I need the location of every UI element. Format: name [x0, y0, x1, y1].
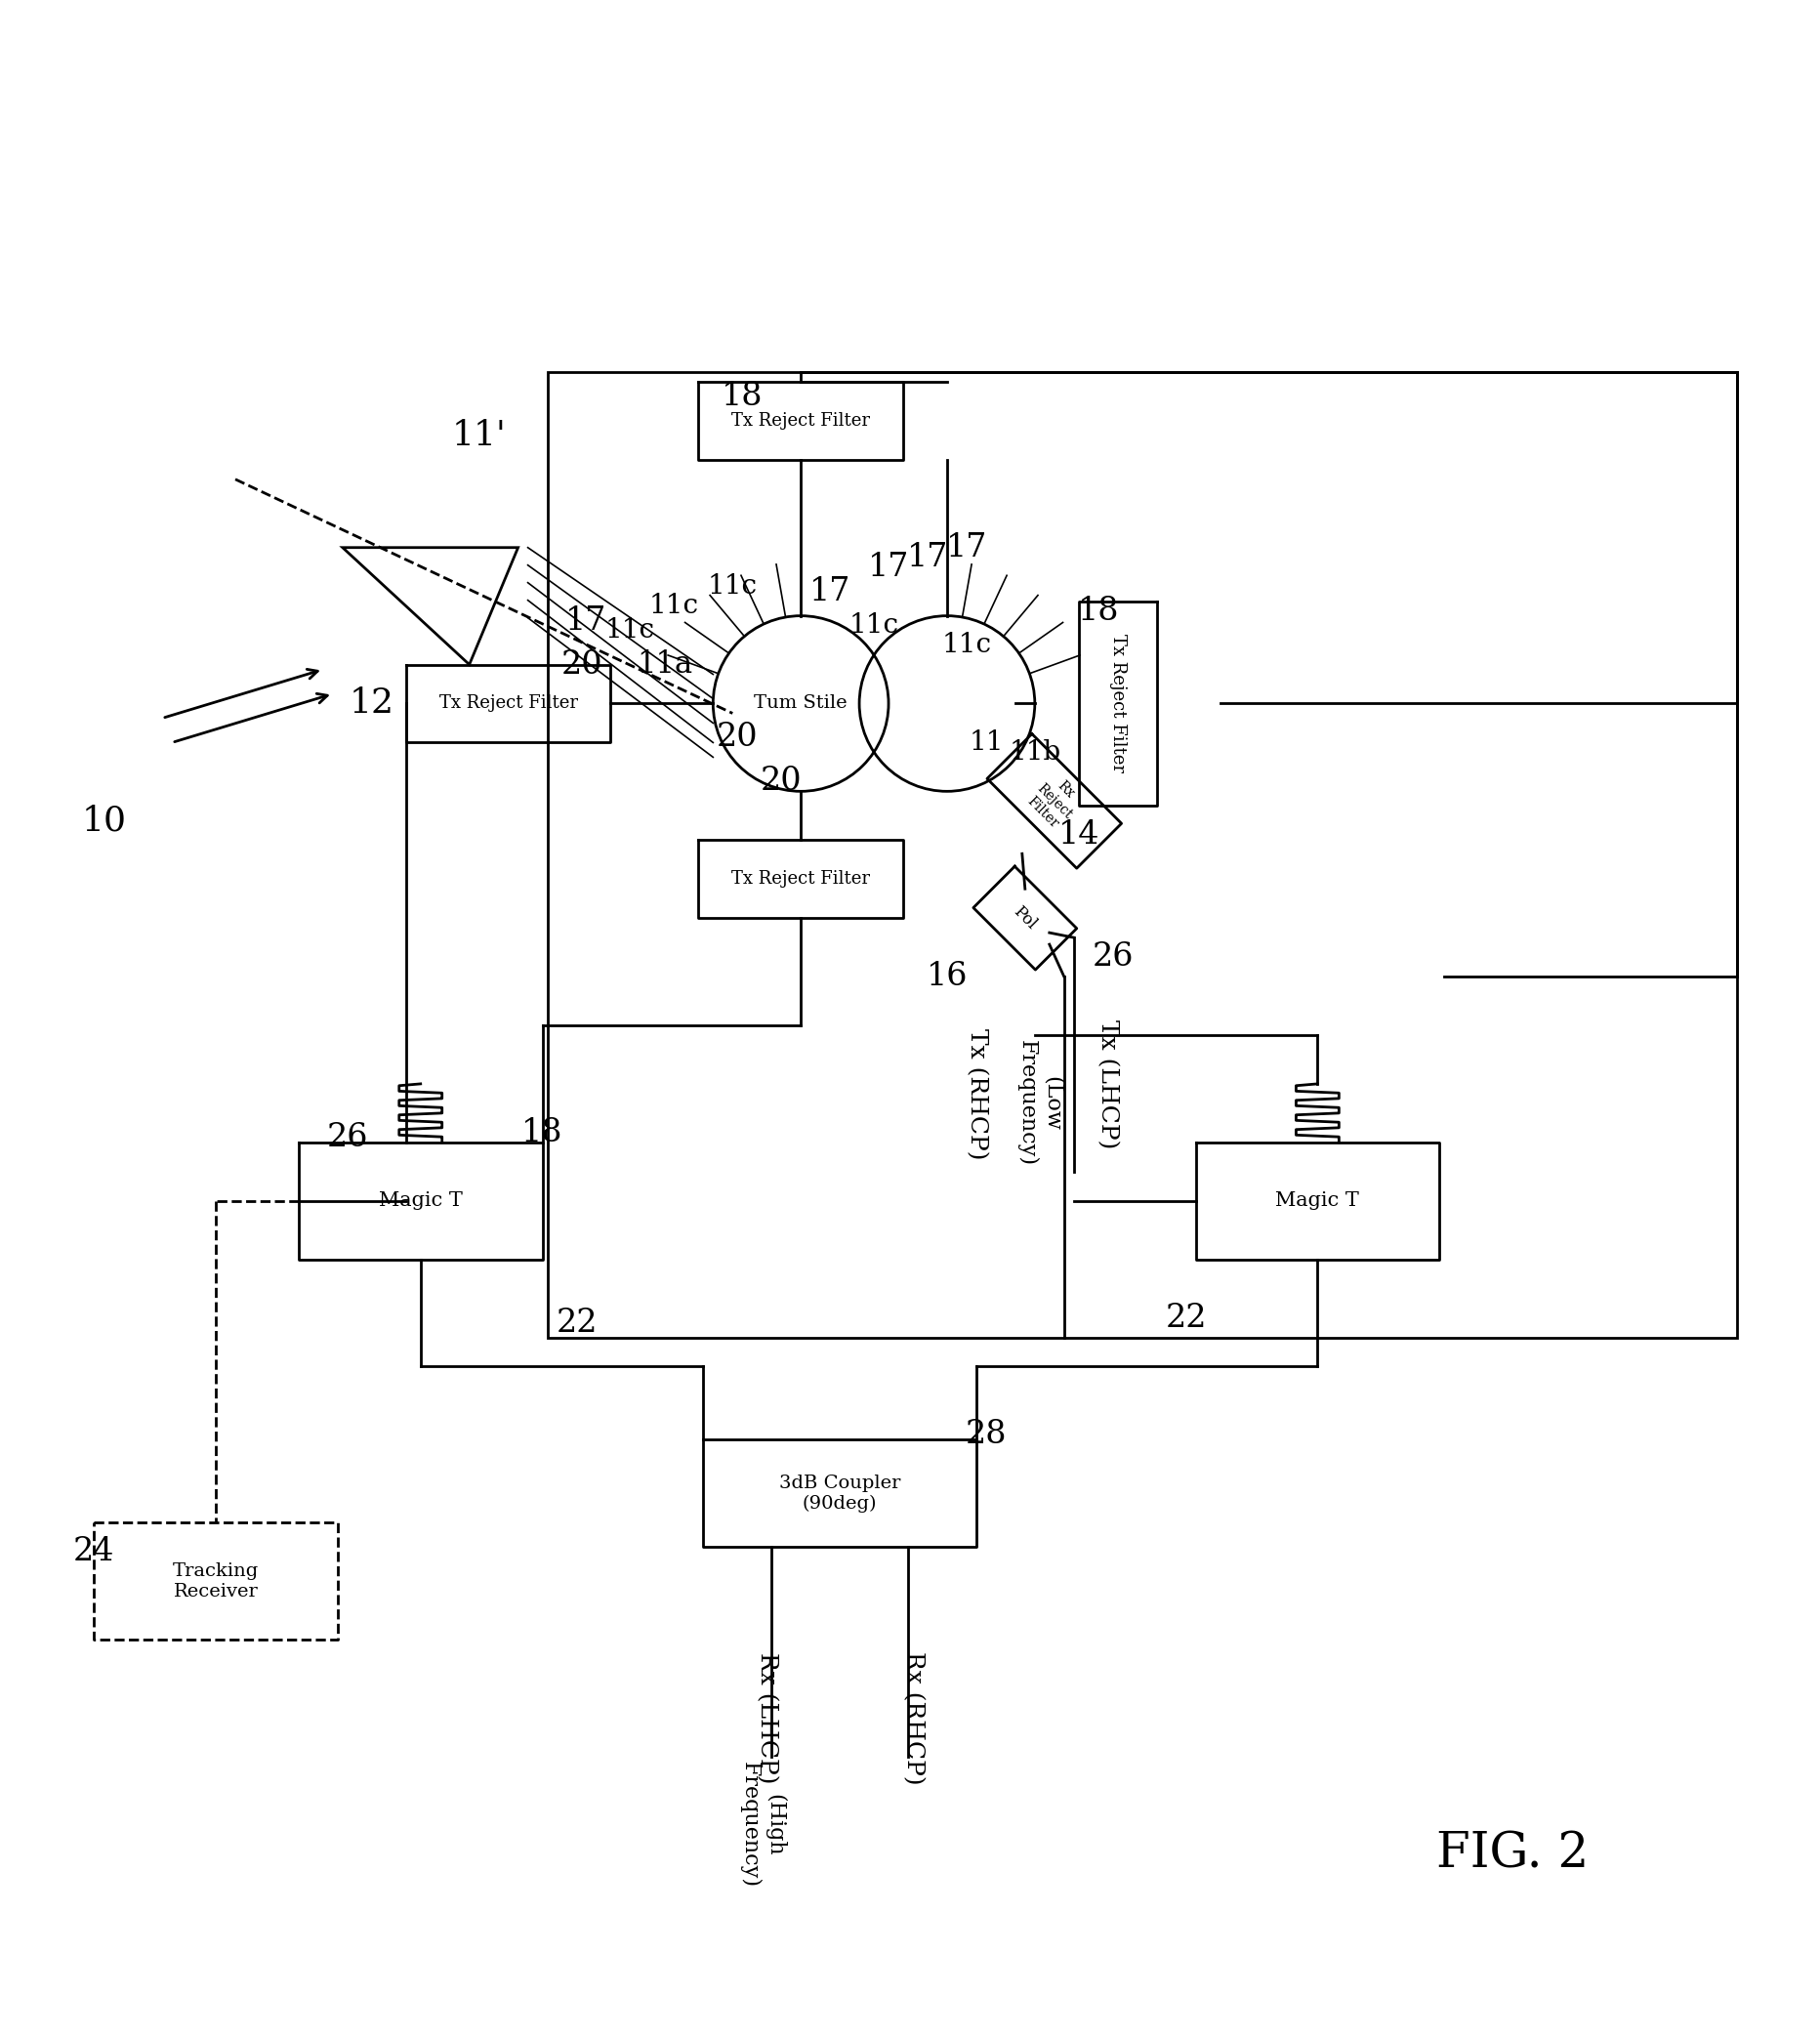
Text: 11c: 11c [708, 572, 757, 599]
Text: 17: 17 [906, 542, 948, 572]
Text: 20: 20 [561, 650, 602, 680]
Text: 28: 28 [965, 1420, 1006, 1450]
Text: 26: 26 [1092, 941, 1134, 974]
Text: Tx (LHCP): Tx (LHCP) [1097, 1018, 1119, 1149]
Text: Pol: Pol [1010, 902, 1039, 933]
Text: Tx Reject Filter: Tx Reject Filter [1108, 634, 1127, 772]
Text: 10: 10 [82, 805, 126, 837]
Text: Tracking
Receiver: Tracking Receiver [173, 1562, 258, 1599]
Bar [548, 373, 1736, 1338]
Text: 11b: 11b [1008, 739, 1061, 766]
Text: 17: 17 [868, 552, 910, 583]
Text: 18: 18 [522, 1116, 562, 1149]
Text: 11c: 11c [848, 613, 899, 640]
Text: 11: 11 [968, 729, 1003, 756]
Text: 12: 12 [349, 686, 395, 721]
Text: Rx (LHCP): Rx (LHCP) [755, 1652, 777, 1782]
Text: (Low
Frequency): (Low Frequency) [1017, 1041, 1063, 1167]
Text: 11c: 11c [941, 631, 992, 658]
Text: 20: 20 [717, 721, 759, 754]
Text: 18: 18 [1077, 595, 1119, 627]
Text: Tx (RHCP): Tx (RHCP) [965, 1029, 988, 1159]
Text: Rx (RHCP): Rx (RHCP) [901, 1650, 925, 1784]
Text: Magic T: Magic T [1276, 1192, 1360, 1210]
Text: Tx Reject Filter: Tx Reject Filter [439, 695, 577, 713]
Text: Tx Reject Filter: Tx Reject Filter [732, 411, 870, 430]
Text: 22: 22 [1165, 1302, 1207, 1334]
Text: FIG. 2: FIG. 2 [1436, 1829, 1589, 1878]
Text: 22: 22 [555, 1308, 597, 1338]
Text: Tx Reject Filter: Tx Reject Filter [732, 870, 870, 888]
Text: 24: 24 [73, 1536, 115, 1568]
Text: 11c: 11c [650, 593, 699, 619]
Text: (High
Frequency): (High Frequency) [739, 1762, 784, 1888]
Text: 11c: 11c [606, 617, 655, 644]
Text: 16: 16 [926, 961, 968, 992]
Text: 17: 17 [946, 532, 986, 562]
Text: 17: 17 [566, 605, 608, 636]
Text: 18: 18 [721, 381, 763, 411]
Text: 11a: 11a [637, 650, 692, 680]
Text: Magic T: Magic T [379, 1192, 462, 1210]
Text: 20: 20 [761, 766, 803, 796]
Text: Tum Stile: Tum Stile [753, 695, 848, 713]
Text: 26: 26 [328, 1122, 368, 1153]
Text: 11': 11' [451, 420, 506, 452]
Text: 3dB Coupler
(90deg): 3dB Coupler (90deg) [779, 1475, 901, 1511]
Text: Rx
Reject
Filter: Rx Reject Filter [1023, 770, 1087, 833]
Text: 14: 14 [1057, 819, 1099, 851]
Text: 17: 17 [810, 576, 850, 607]
